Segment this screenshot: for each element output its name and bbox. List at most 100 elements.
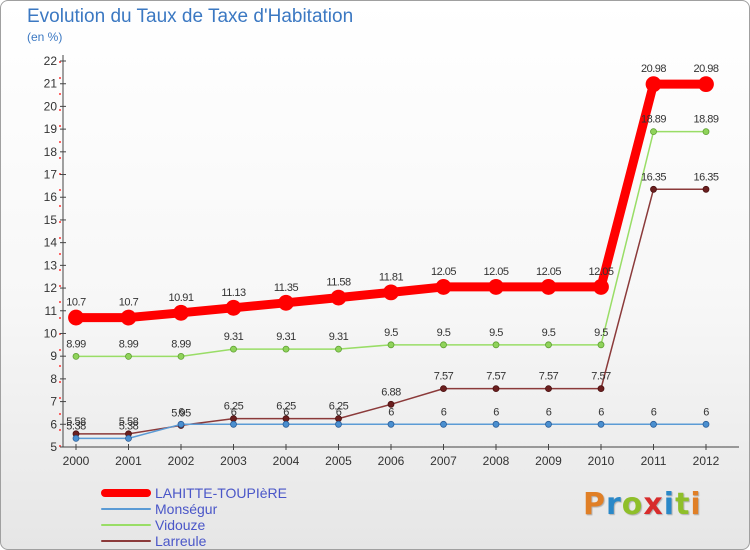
data-label: 6.25: [276, 401, 296, 413]
y-tick-label: 6: [50, 417, 57, 431]
proxiti-logo: Proxiti: [583, 487, 702, 522]
data-label: 12.05: [588, 266, 613, 278]
data-point: [225, 299, 242, 316]
data-point: [335, 345, 342, 353]
data-point: [593, 279, 609, 295]
legend-label: LAHITTE-TOUPIèRE: [155, 485, 287, 501]
y-tick-label: 13: [44, 258, 58, 272]
legend-swatch-monsegur: [101, 508, 151, 510]
data-label: 6.25: [329, 401, 349, 413]
data-point: [435, 279, 452, 295]
data-label: 11.35: [274, 282, 299, 294]
data-point: [440, 341, 447, 349]
x-tick-label: 2000: [63, 454, 90, 468]
logo-letter: i: [690, 487, 702, 522]
data-point: [545, 420, 552, 428]
data-label: 8.99: [171, 338, 191, 350]
logo-letter: i: [663, 487, 676, 522]
data-label: 5.58: [66, 416, 86, 428]
data-point: [125, 434, 132, 442]
x-tick-label: 2001: [115, 454, 142, 468]
x-tick-label: 2007: [430, 454, 457, 468]
y-tick-label: 17: [44, 168, 58, 182]
logo-letter: t: [675, 487, 691, 522]
data-label: 9.31: [329, 331, 349, 343]
x-tick-label: 2002: [168, 454, 195, 468]
data-point: [177, 353, 185, 360]
data-label: 6: [651, 406, 657, 418]
data-point: [282, 420, 290, 428]
legend-swatch-lahitte: [101, 489, 151, 497]
data-point: [645, 76, 662, 93]
legend-label: Vidouze: [155, 517, 206, 533]
data-point: [702, 128, 710, 136]
y-tick-label: 12: [44, 281, 58, 295]
data-point: [72, 434, 80, 442]
x-tick-label: 2003: [220, 454, 247, 468]
data-label: 7.57: [486, 371, 506, 383]
data-point: [177, 420, 185, 428]
logo-letter: P: [583, 487, 606, 522]
data-point: [492, 420, 500, 428]
data-label: 6.25: [224, 401, 244, 413]
data-label: 16.35: [693, 171, 718, 183]
data-point: [72, 353, 80, 360]
data-point: [125, 353, 132, 360]
y-tick-label: 16: [44, 190, 58, 204]
data-point: [335, 420, 342, 428]
x-tick-label: 2009: [535, 454, 562, 468]
x-tick-label: 2011: [641, 454, 667, 468]
data-label: 6.88: [381, 386, 401, 398]
data-label: 20.98: [693, 63, 718, 75]
data-point: [540, 279, 557, 295]
chart-title: Evolution du Taux de Taxe d'Habitation: [27, 6, 354, 27]
data-point: [387, 400, 395, 408]
data-label: 12.05: [431, 266, 456, 278]
legend-label: Larreule: [155, 533, 207, 549]
y-tick-label: 7: [50, 395, 57, 409]
data-label: 9.5: [384, 327, 398, 339]
data-point: [650, 128, 657, 136]
data-label: 9.5: [594, 327, 608, 339]
data-point: [597, 420, 605, 428]
data-label: 10.91: [168, 292, 193, 304]
data-point: [698, 76, 714, 93]
data-label: 6: [441, 406, 447, 418]
data-label: 5.38: [119, 420, 139, 432]
data-point: [68, 309, 84, 326]
data-label: 7.57: [434, 371, 454, 383]
data-point: [597, 341, 605, 349]
data-label: 6: [388, 406, 394, 418]
data-label: 6: [598, 406, 604, 418]
data-label: 18.89: [641, 114, 666, 126]
x-tick-label: 2004: [273, 454, 300, 468]
data-point: [387, 341, 395, 349]
chart-unit-label: (en %): [27, 30, 63, 44]
y-tick-label: 21: [44, 77, 58, 91]
data-label: 9.5: [489, 327, 503, 339]
data-label: 5.58: [119, 416, 139, 428]
data-label: 12.05: [536, 266, 561, 278]
data-point: [545, 385, 552, 393]
data-point: [492, 341, 500, 349]
data-point: [597, 385, 605, 393]
y-tick-label: 14: [44, 236, 58, 250]
y-tick-label: 10: [44, 326, 58, 340]
data-point: [492, 385, 500, 393]
data-label: 11.81: [379, 271, 404, 283]
data-label: 5.38: [66, 420, 86, 432]
data-label: 12.05: [483, 266, 508, 278]
y-tick-label: 9: [50, 349, 57, 363]
y-tick-label: 8: [50, 372, 57, 386]
data-point: [383, 284, 399, 301]
data-label: 6: [283, 406, 289, 418]
data-label: 20.98: [641, 63, 666, 75]
series-lines: [68, 76, 714, 442]
data-label: 6: [178, 406, 184, 418]
data-label: 5.95: [171, 407, 191, 419]
data-label: 8.99: [119, 338, 139, 350]
x-tick-label: 2005: [325, 454, 352, 468]
data-point: [702, 420, 710, 428]
legend-label: Monségur: [155, 501, 218, 517]
